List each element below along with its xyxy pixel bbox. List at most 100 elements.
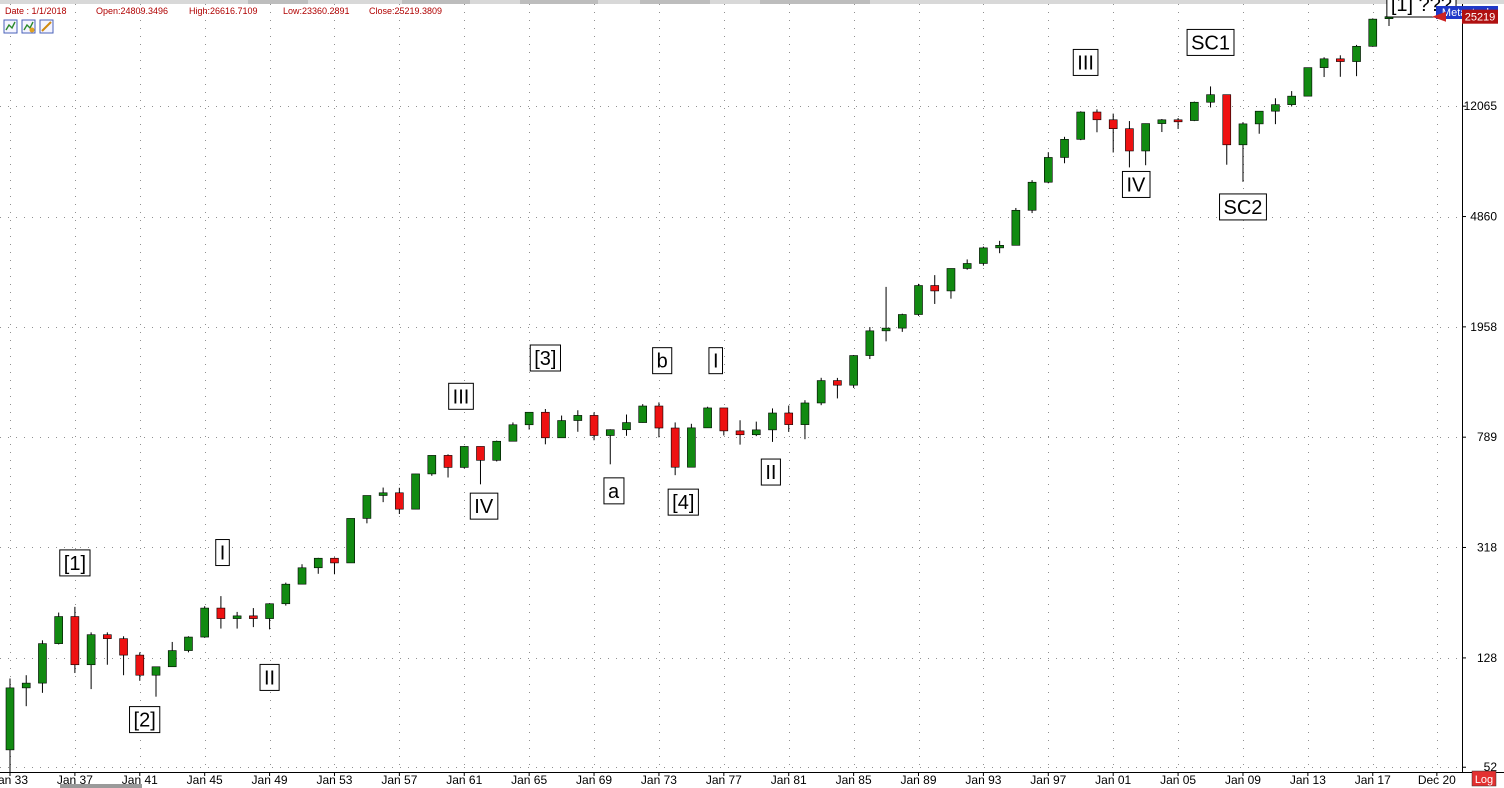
candle-body [38,643,47,684]
header-date: Date : 1/1/2018 [5,6,67,16]
wave-label-text: [2] [134,710,156,732]
log-scale-badge[interactable] [1471,770,1497,787]
candle-body [541,411,550,439]
wave-label: SC2 [1219,193,1267,221]
time-tick-label: Jan 05 [1160,773,1196,787]
header-low: Low:23360.2891 [283,6,350,16]
chart-properties-icon[interactable] [3,19,18,34]
candle-body [1190,101,1199,121]
wave-label-text: IV [1126,174,1146,196]
candle-body [1125,128,1134,152]
header-info: Date : 1/1/2018 Open:24809.3496 High:266… [5,6,442,16]
time-tick-label: Jan 45 [187,773,223,787]
wave-label: [1] [59,549,91,577]
chart-settings-icon[interactable] [21,19,36,34]
candle-body [622,422,631,431]
candle-body [1044,157,1053,183]
wave-label-text: SC1 [1191,32,1230,54]
wave-label-text: b [657,351,668,373]
candle-body [1238,123,1248,146]
candle-body [1271,104,1280,112]
candle-body [5,687,15,751]
candle-body [395,492,404,510]
wave-label-text: a [608,481,620,503]
scrollbar-track[interactable] [60,784,142,788]
wave-label-text: III [1077,52,1094,74]
time-tick-label: Jan 97 [1030,773,1066,787]
time-tick-label: Jan 69 [576,773,612,787]
candle-body [589,415,599,436]
wave-label: III [1072,48,1099,76]
candle-body [86,634,96,666]
candle-body [21,682,31,689]
wave-annotations: [1][2]IIIIIIIV[3]ab[4]IIIIIIIVSC1SC2[1] … [59,0,1457,734]
wave-label-box [59,549,91,577]
last-value-badge [1462,9,1498,24]
candle-body [1352,45,1361,62]
price-tick-label: 4860 [1470,210,1497,224]
wave-label-box [708,347,724,375]
chart-edit-icon[interactable] [39,19,54,34]
wave-label: [2] [129,706,161,734]
price-axis-panel [1462,4,1504,788]
wave-label-text: II [765,462,776,484]
candle-body [573,415,583,421]
candle-body [1173,119,1183,123]
candle-body [816,380,826,404]
candle-body [914,285,923,315]
candle-body [346,518,355,564]
candle-body [703,407,712,429]
candle-body [524,411,534,426]
wave-label-box [469,492,499,520]
candle-body [443,455,453,468]
candle-body [962,263,972,269]
wave-label-box [1219,193,1267,221]
wave-label-text: III [453,386,470,408]
candle-body [1206,94,1215,103]
candle-body [492,440,502,461]
wave-label-box [215,539,230,567]
candle-body [459,446,469,468]
candle-body [70,616,80,666]
time-tick-label: Dec 20 [1418,773,1456,787]
price-tick-label: 52 [1484,760,1498,774]
candle-body [1011,209,1021,246]
wave-label-text: [4] [672,492,694,514]
wave-label: III [448,382,474,410]
candle-body [979,247,988,264]
candle-body [281,583,291,605]
candle-body [1336,58,1345,62]
price-axis-ticks: 52 128 318 789 1958 4860 12065 [1462,99,1497,774]
wave-label: SC1 [1186,28,1235,56]
wave-label-text: [1] [64,553,86,575]
wave-label-box [259,663,280,691]
time-tick-label: Jan 09 [1225,773,1261,787]
candle-body [297,567,307,585]
wave-label: a [603,477,625,505]
wave-label-box [448,382,474,410]
candle-body [1319,58,1329,68]
time-tick-label: Jan 89 [900,773,936,787]
header-open: Open:24809.3496 [96,6,168,16]
candle-body [216,607,226,619]
candle-body [995,245,1004,249]
candle-body [735,430,745,436]
candle-body [119,638,128,656]
plot-area[interactable] [0,4,1462,772]
candle-body [946,268,956,292]
candle-body [930,285,940,292]
candle-body [135,654,145,676]
time-tick-label: Jan 77 [706,773,742,787]
candle-body [1303,67,1313,97]
candle-body [1157,119,1167,124]
time-tick-label: Jan 41 [122,773,158,787]
time-tick-label: Jan 81 [771,773,807,787]
price-tick-label: 789 [1477,430,1497,444]
candlestick-series [5,10,1394,772]
candle-body [313,557,323,569]
wave-label: I [708,347,724,375]
wave-label-text: SC2 [1224,197,1263,219]
candle-body [768,412,777,431]
wave-label-box [760,458,781,486]
